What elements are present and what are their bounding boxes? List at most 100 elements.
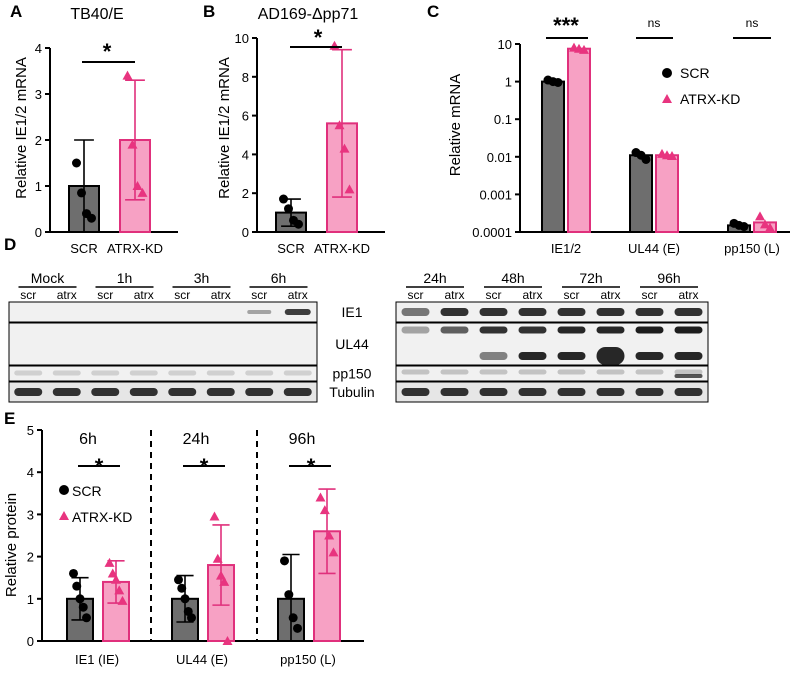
panel-a-scr-point xyxy=(72,158,81,168)
blot-band-ul44 xyxy=(557,326,586,334)
blot-band-pp150 xyxy=(635,369,664,375)
panel-c-sig-ie12: *** xyxy=(553,13,579,38)
blot-lane-label-atrx: atrx xyxy=(57,288,77,302)
blot-band-pp150 xyxy=(168,370,197,376)
blot-band-ul44 xyxy=(596,326,625,334)
panel-a-atrx-point xyxy=(122,70,133,80)
panel-e-legend-atrx: ATRX-KD xyxy=(72,509,132,525)
panel-a-ytick-label: 2 xyxy=(35,133,42,148)
blot-band-ul44 xyxy=(635,326,664,334)
panel-c-ytick-label: 0.0001 xyxy=(472,225,512,240)
panel-b-ylabel: Relative IE1/2 mRNA xyxy=(216,57,233,199)
blot-lane-label-scr: scr xyxy=(564,288,580,302)
panel-c-atrx-point xyxy=(667,151,677,161)
panel-c-atrx-point xyxy=(579,44,589,54)
blot-band-ie1 xyxy=(518,308,547,316)
blot-band-ul44 xyxy=(557,352,586,360)
blot-band-tubulin xyxy=(518,388,547,396)
blot-lane-label-atrx: atrx xyxy=(522,288,542,302)
panel-c-scr-bar xyxy=(541,80,565,233)
panel-b-title: AD169-Δpp71 xyxy=(258,6,359,23)
panel-e-scr-point xyxy=(187,613,196,623)
blot-timepoint-right: 96h xyxy=(657,270,680,286)
panel-e-tp-24h: 24h xyxy=(183,431,210,448)
panel-e-category-label: UL44 (E) xyxy=(176,652,228,667)
panel-letter-b: B xyxy=(203,2,215,21)
panel-b-ytick-label: 0 xyxy=(242,225,249,240)
blot-band-tubulin xyxy=(635,388,664,396)
panel-b-ytick-label: 8 xyxy=(242,70,249,85)
panel-e-scr-point xyxy=(177,583,187,593)
blot-band-tubulin xyxy=(596,388,625,396)
blot-lane-label-scr: scr xyxy=(408,288,424,302)
panel-b-category-label: ATRX-KD xyxy=(314,241,370,256)
panel-c-scr-point xyxy=(641,154,651,164)
panel-a-ytick-label: 0 xyxy=(35,225,42,240)
blot-timepoint-left: 1h xyxy=(117,270,133,286)
blot-timepoint-right: 48h xyxy=(501,270,524,286)
blot-band-ie1 xyxy=(401,308,430,316)
blot-band-pp150 xyxy=(401,369,430,375)
panel-b-ytick-label: 4 xyxy=(242,147,249,162)
panel-e-ytick-label: 5 xyxy=(27,423,34,438)
blot-band-tubulin xyxy=(674,388,703,396)
blot-lane-label-scr: scr xyxy=(174,288,190,302)
panel-e-legend-scr: SCR xyxy=(72,483,102,499)
blot-band-pp150 xyxy=(596,369,625,375)
blot-lane-label-scr: scr xyxy=(486,288,502,302)
blot-band-tubulin xyxy=(401,388,430,396)
panel-c-ytick-label: 0.001 xyxy=(479,187,512,202)
blot-band-ul44 xyxy=(596,347,625,365)
blot-lane-label-scr: scr xyxy=(97,288,113,302)
panel-e-atrx-bar xyxy=(102,580,130,642)
blot-membrane-pp150 xyxy=(8,365,318,382)
panel-e-atrx-point xyxy=(111,574,121,584)
panel-a-ytick-label: 4 xyxy=(35,41,42,56)
panel-c-atrx-point xyxy=(755,211,765,221)
panel-c-ylabel: Relative mRNA xyxy=(447,74,464,177)
panel-b-atrx-point xyxy=(334,120,345,130)
panel-e-atrx-point xyxy=(219,576,230,586)
blot-band-ul44 xyxy=(479,352,508,360)
blot-band-tubulin xyxy=(52,388,81,396)
panel-c-legend-atrx: ATRX-KD xyxy=(680,91,740,107)
panel-a-ytick-label: 3 xyxy=(35,87,42,102)
panel-e-atrx-point xyxy=(324,530,335,540)
panel-b-ytick-label: 2 xyxy=(242,186,249,201)
panel-c-sig-pp150: ns xyxy=(746,16,759,30)
panel-e-category-label: pp150 (L) xyxy=(280,652,336,667)
panel-e-atrx-point xyxy=(114,585,125,595)
panel-e-scr-point xyxy=(280,556,289,566)
panel-e-tp-96h: 96h xyxy=(289,431,316,448)
blot-band-ie1 xyxy=(247,310,272,314)
panel-c-ytick-label: 0.01 xyxy=(487,150,512,165)
panel-c-sig-ul44: ns xyxy=(648,16,661,30)
panel-e-ytick-label: 1 xyxy=(27,592,34,607)
blot-membrane-pp150 xyxy=(395,365,709,382)
panel-a-atrx-point xyxy=(137,187,148,197)
panel-b-scr-point xyxy=(284,204,293,214)
panel-e: Relative protein 6h 24h 96h * * * SCR AT… xyxy=(3,423,364,667)
panel-c-scr-point xyxy=(553,77,563,87)
blot-band-tubulin xyxy=(479,388,508,396)
panel-c: Relative mRNA *** ns ns SCR ATRX-KD 0.00… xyxy=(447,13,790,256)
panel-a-title: TB40/E xyxy=(70,6,123,23)
panel-c-category-label: IE1/2 xyxy=(551,241,581,256)
blot-band-ie1 xyxy=(557,308,586,316)
blot-band-tubulin xyxy=(283,388,312,396)
panel-b-sig: * xyxy=(314,25,323,50)
blot-band-tubulin xyxy=(14,388,43,396)
panel-e-ylabel: Relative protein xyxy=(3,493,20,597)
blot-band-tubulin xyxy=(129,388,158,396)
panel-e-ytick-label: 4 xyxy=(27,465,34,480)
blot-band-pp150 xyxy=(52,370,81,376)
panel-e-atrx-point xyxy=(212,553,223,563)
blot-band-ie1 xyxy=(635,308,664,316)
blot-band-ul44 xyxy=(674,326,703,334)
panel-a: TB40/E Relative IE1/2 mRNA * 0 1 2 3 4 SCR ATR… xyxy=(13,6,178,256)
panel-a-atrx-point xyxy=(132,181,143,190)
panel-e-scr-point xyxy=(180,594,190,604)
blot-band-tubulin xyxy=(557,388,586,396)
blot-lane-label-atrx: atrx xyxy=(678,288,698,302)
